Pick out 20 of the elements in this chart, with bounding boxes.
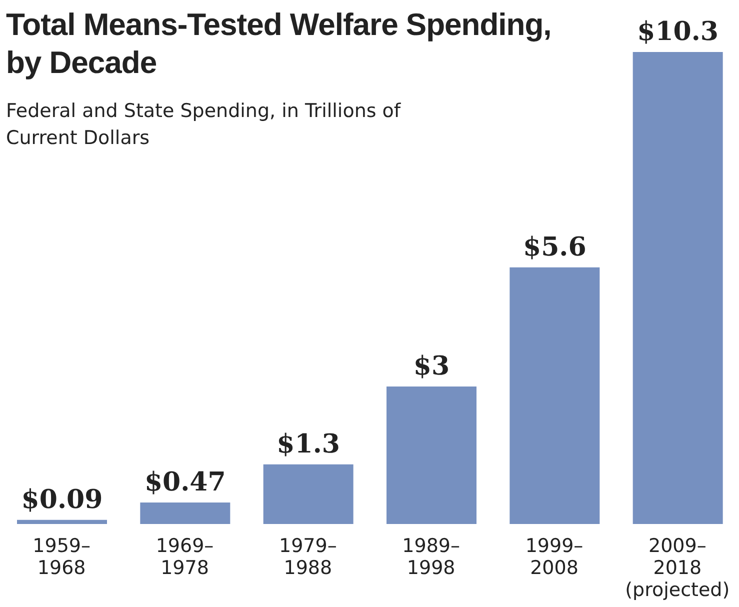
text: Federal and State Spending, in Trillions of Current Dollars (6, 99, 402, 151)
x-tick-label: 2009– 2018 (projected) (625, 535, 730, 601)
bar (263, 464, 354, 524)
data-label: $5.6 (523, 232, 586, 262)
x-tick-label: 1989– 1998 (402, 535, 460, 579)
x-tick-label: 1959– 1968 (32, 535, 91, 579)
data-label: $0.09 (21, 484, 103, 515)
x-tick-label: 1999– 2008 (525, 535, 584, 579)
data-label: $1.3 (276, 429, 340, 460)
bar (632, 52, 723, 524)
chart-title: Total Means-Tested Welfare Spending, by Decade (6, 6, 552, 82)
data-label: $10.3 (637, 17, 719, 47)
bar (17, 520, 107, 524)
x-tick-label: 1969– 1978 (156, 535, 214, 579)
bar (140, 502, 230, 524)
data-label: $0.47 (144, 467, 226, 498)
bar (386, 386, 476, 524)
x-tick-label: 1979– 1988 (278, 535, 337, 579)
bar (510, 267, 600, 524)
data-label: $3 (413, 352, 450, 382)
